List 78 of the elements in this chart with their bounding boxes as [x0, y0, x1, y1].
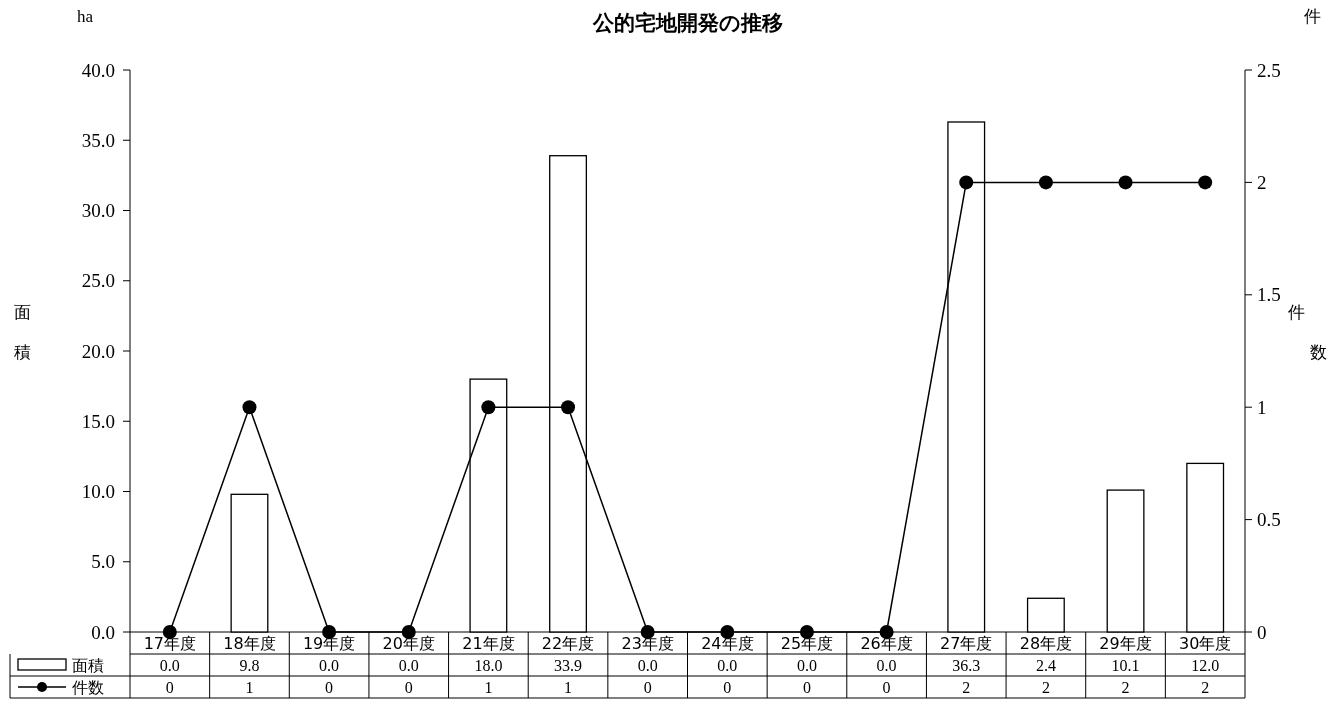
- data-label: 0: [643, 678, 652, 696]
- data-label: 9.8: [239, 656, 260, 674]
- text: ha: [76, 7, 94, 26]
- data-label: 0: [325, 678, 334, 696]
- y-tick-label: 40.0: [81, 59, 115, 81]
- data-label: 2: [1201, 678, 1210, 696]
- y-tick-label: 20.0: [81, 340, 115, 362]
- data-label: 0: [165, 678, 174, 696]
- x-tick-label: 18年度: [223, 633, 276, 653]
- data-label: 33.9: [554, 656, 583, 674]
- x-tick-label: 21年度: [462, 633, 515, 653]
- x-tick-label: 28年度: [1019, 633, 1073, 653]
- point: [879, 625, 894, 639]
- y-tick-label: 30.0: [81, 200, 115, 222]
- data-label: 36.3: [952, 656, 981, 674]
- text: 件: [1303, 6, 1321, 26]
- point: [799, 625, 814, 639]
- data-label: 0: [882, 678, 891, 696]
- x-tick-label: 30年度: [1179, 633, 1232, 653]
- point: [322, 625, 337, 639]
- data-label: 10.1: [1111, 656, 1140, 674]
- y-tick-label: 35.0: [81, 129, 115, 151]
- y2-tick-label: 0.5: [1257, 509, 1281, 531]
- x-tick-label: 22年度: [541, 633, 595, 653]
- point: [959, 175, 974, 190]
- data-label: 0.0: [637, 656, 658, 674]
- x-tick-label: 23年度: [621, 633, 674, 653]
- data-label: 0.0: [796, 656, 817, 674]
- data-label: 1: [564, 678, 573, 696]
- x-tick-label: 25年度: [780, 633, 834, 653]
- data-label: 1: [484, 678, 493, 696]
- x-tick-label: 27年度: [940, 633, 993, 653]
- data-label: 0: [404, 678, 413, 696]
- data-label: 1: [245, 678, 254, 696]
- point: [1038, 175, 1053, 190]
- y-tick-label: 0.0: [91, 621, 115, 643]
- point: [561, 400, 576, 415]
- data-label: 0: [802, 678, 811, 696]
- data-label: 2: [1121, 678, 1130, 696]
- point: [640, 625, 655, 639]
- x-tick-label: 19年度: [302, 633, 356, 653]
- data-label: 18.0: [474, 656, 503, 674]
- y2-tick-label: 2.5: [1257, 59, 1281, 81]
- data-label: 2.4: [1035, 656, 1056, 674]
- y2-tick-label: 1: [1257, 396, 1267, 418]
- x-tick-label: 29年度: [1099, 633, 1152, 653]
- data-label: 12.0: [1191, 656, 1220, 674]
- data-label: 0: [723, 678, 732, 696]
- data-label: 2: [1041, 678, 1050, 696]
- point: [242, 400, 257, 415]
- point: [401, 625, 416, 639]
- y2-tick-label: 2: [1257, 172, 1267, 194]
- data-label: 0.0: [398, 656, 419, 674]
- point: [162, 625, 177, 639]
- data-label: 0.0: [876, 656, 897, 674]
- y-axis-title: 面積: [13, 302, 31, 362]
- text: 件数: [1287, 302, 1327, 362]
- x-tick-label: 17年度: [143, 633, 196, 653]
- y2-tick-label: 1.5: [1257, 284, 1281, 306]
- y-tick-label: 5.0: [91, 551, 115, 573]
- legend-label: 件数: [72, 677, 104, 697]
- data-label: 2: [962, 678, 971, 696]
- data-label: 0.0: [159, 656, 180, 674]
- y-tick-label: 10.0: [81, 481, 115, 503]
- data-label: 0.0: [717, 656, 738, 674]
- x-tick-label: 26年度: [860, 633, 913, 653]
- legend-label: 面積: [72, 655, 104, 675]
- y-tick-label: 15.0: [81, 410, 115, 432]
- chart-title: 公的宅地開発の推移: [591, 11, 783, 35]
- x-tick-label: 20年度: [382, 633, 435, 653]
- point: [1118, 175, 1133, 190]
- y2-tick-label: 0: [1257, 621, 1267, 643]
- x-tick-label: 24年度: [701, 633, 754, 653]
- point: [481, 400, 496, 415]
- data-label: 0.0: [319, 656, 340, 674]
- point: [720, 625, 735, 639]
- point: [1198, 175, 1213, 190]
- y-tick-label: 25.0: [81, 270, 115, 292]
